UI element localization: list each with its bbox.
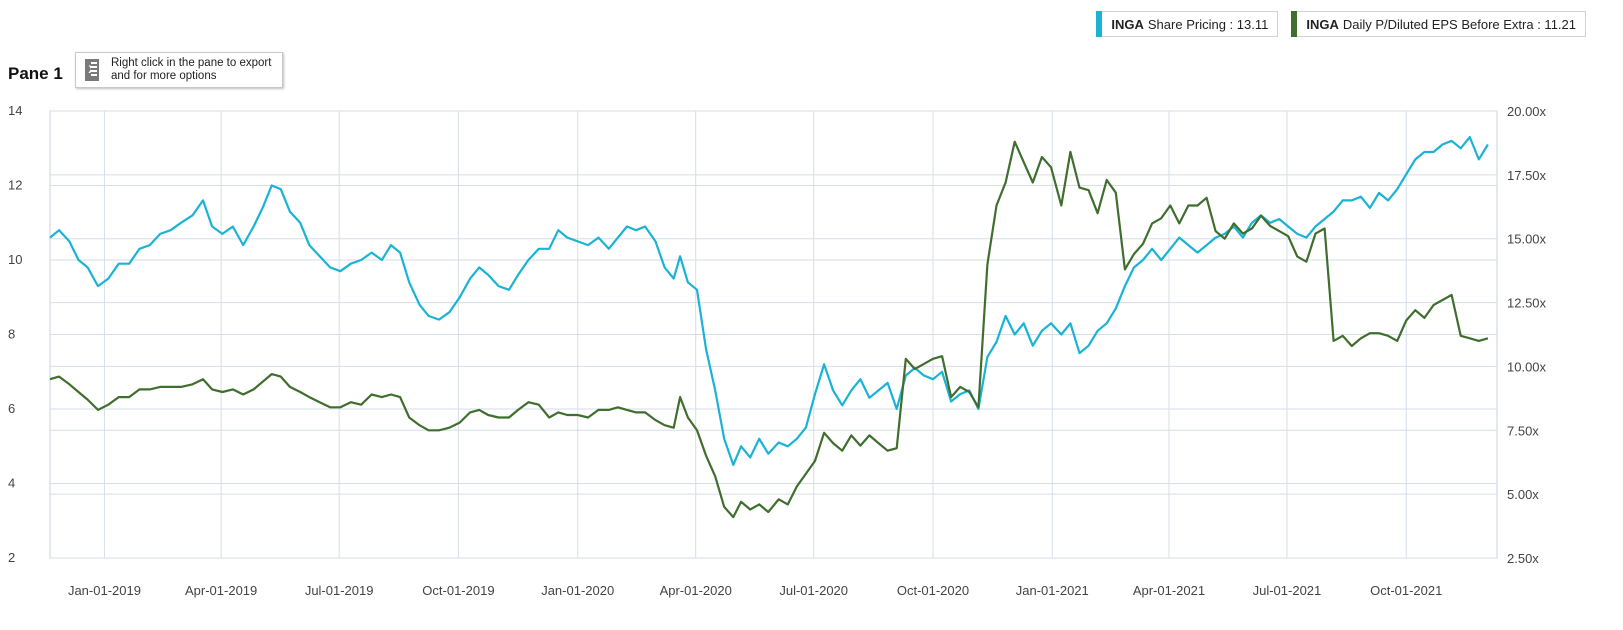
y-left-tick-label: 6 <box>8 401 15 416</box>
x-tick-label: Jan-01-2021 <box>1016 583 1089 598</box>
export-button[interactable]: X Right click in the pane to export and … <box>75 52 283 88</box>
x-tick-label: Jan-01-2020 <box>541 583 614 598</box>
legend-label: Daily P/Diluted EPS Before Extra : 11.21 <box>1342 16 1576 32</box>
x-tick-label: Apr-01-2020 <box>660 583 732 598</box>
y-left-tick-label: 14 <box>8 103 22 118</box>
y-left-tick-label: 2 <box>8 550 15 565</box>
y-right-tick-label: 20.00x <box>1507 104 1547 119</box>
series-line-pe-ratio <box>49 140 1489 519</box>
excel-icon: X <box>85 59 99 81</box>
legend-ticker: INGA <box>1306 16 1339 32</box>
x-tick-label: Oct-01-2021 <box>1370 583 1442 598</box>
y-right-tick-label: 12.50x <box>1507 296 1547 311</box>
pane-title: Pane 1 <box>8 64 63 83</box>
y-right-tick-label: 15.00x <box>1507 232 1547 247</box>
y-right-tick-label: 5.00x <box>1507 487 1539 502</box>
x-tick-label: Jul-01-2019 <box>305 583 374 598</box>
y-left-tick-label: 8 <box>8 327 15 342</box>
series-line-share-pricing <box>49 136 1489 466</box>
y-right-tick-label: 7.50x <box>1507 423 1539 438</box>
legend-item-pe-ratio[interactable]: INGA Daily P/Diluted EPS Before Extra : … <box>1291 11 1586 37</box>
legend-swatch <box>1096 11 1103 37</box>
export-hint: Right click in the pane to export and fo… <box>110 57 272 82</box>
y-left-tick-label: 4 <box>8 476 15 491</box>
y-left-tick-label: 12 <box>8 178 22 193</box>
y-right-tick-label: 2.50x <box>1507 551 1539 566</box>
legend-item-share-pricing[interactable]: INGA Share Pricing : 13.11 <box>1096 11 1279 37</box>
y-left-tick-label: 10 <box>8 252 22 267</box>
legend-swatch <box>1291 11 1298 37</box>
legend-ticker: INGA <box>1111 16 1144 32</box>
x-tick-label: Oct-01-2019 <box>422 583 494 598</box>
x-tick-label: Oct-01-2020 <box>897 583 969 598</box>
legend: INGA Share Pricing : 13.11 INGA Daily P/… <box>1096 11 1586 37</box>
x-tick-label: Apr-01-2021 <box>1133 583 1205 598</box>
y-right-tick-label: 10.00x <box>1507 359 1547 374</box>
x-tick-label: Jan-01-2019 <box>68 583 141 598</box>
y-right-tick-label: 17.50x <box>1507 168 1547 183</box>
x-tick-label: Jul-01-2021 <box>1253 583 1322 598</box>
legend-label: Share Pricing : 13.11 <box>1147 16 1269 32</box>
x-tick-label: Jul-01-2020 <box>779 583 848 598</box>
x-tick-label: Apr-01-2019 <box>185 583 257 598</box>
